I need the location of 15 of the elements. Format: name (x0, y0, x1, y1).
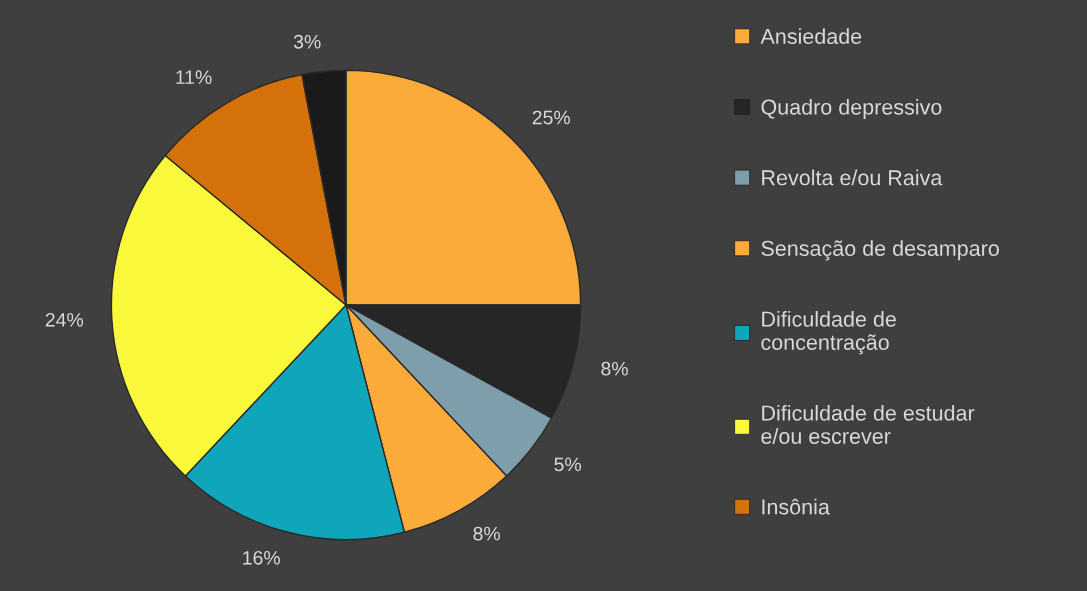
legend-label: Quadro depressivo (761, 98, 942, 119)
data-label: 3% (293, 34, 321, 49)
legend-label: Insônia (762, 498, 830, 515)
data-label: 11% (176, 70, 212, 84)
data-label: 16% (243, 550, 280, 565)
legend-label: Ansiedade (760, 28, 862, 45)
legend-label: Dificuldade de concentração (761, 310, 896, 355)
legend-label: Revolta e/ou Raiva (762, 169, 943, 186)
legend-label: Sensação de desamparo (761, 240, 999, 261)
data-label: 24% (45, 312, 84, 327)
data-label: 8% (601, 361, 628, 376)
data-label: 5% (554, 457, 582, 472)
legend-label: Dificuldade de estudar e/ou escrever (761, 404, 975, 444)
data-label: 25% (532, 110, 571, 125)
data-label: 8% (473, 526, 500, 541)
